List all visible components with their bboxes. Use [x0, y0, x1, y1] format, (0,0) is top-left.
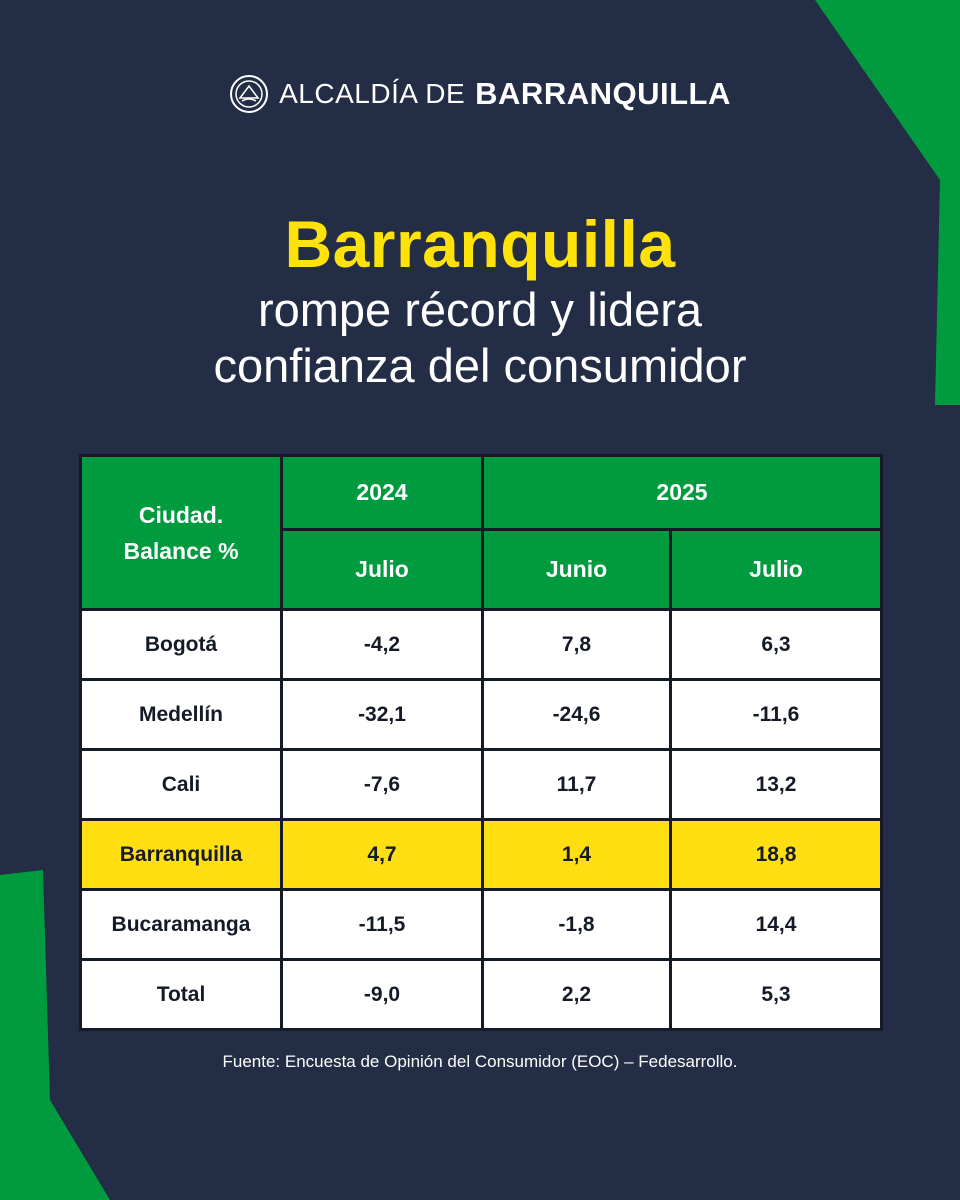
value-cell: 2,2 [481, 958, 672, 1031]
headline-line-3: confianza del consumidor [213, 339, 747, 392]
corner-header-line-1: Ciudad. [138, 501, 224, 528]
month-header: Junio [481, 528, 672, 611]
value-cell: -1,8 [481, 888, 672, 961]
value-cell: -11,6 [668, 678, 884, 751]
city-cell: Bucaramanga [79, 888, 283, 961]
value-cell: 13,2 [668, 748, 884, 821]
city-cell: Cali [79, 748, 283, 821]
consumer-confidence-table: Ciudad. Balance % 2024 2025 Julio Junio … [79, 454, 884, 1031]
corner-header-line-2: Balance % [123, 537, 239, 564]
value-cell: 6,3 [668, 608, 884, 681]
table-row: Cali -7,6 11,7 13,2 [79, 748, 884, 821]
value-cell: 14,4 [668, 888, 884, 961]
city-seal-icon [230, 75, 269, 113]
table-row-highlighted: Barranquilla 4,7 1,4 18,8 [79, 818, 884, 891]
table-row: Total -9,0 2,2 5,3 [79, 958, 884, 1031]
value-cell: 4,7 [280, 818, 484, 891]
source-note: Fuente: Encuesta de Opinión del Consumid… [222, 1052, 738, 1071]
headline-main: Barranquilla [284, 207, 676, 281]
month-header: Julio [668, 528, 884, 611]
top-right-green-shape [815, 0, 960, 405]
brand-name: BARRANQUILLA [475, 76, 731, 111]
value-cell: 1,4 [481, 818, 672, 891]
bottom-left-green-shape [0, 870, 110, 1200]
value-cell: 18,8 [668, 818, 884, 891]
brand-prefix: ALCALDÍA DE [279, 78, 466, 109]
month-header: Julio [280, 528, 484, 611]
table-row: Bucaramanga -11,5 -1,8 14,4 [79, 888, 884, 961]
value-cell: -11,5 [280, 888, 484, 961]
city-cell: Total [79, 958, 283, 1031]
value-cell: -32,1 [280, 678, 484, 751]
brand-header: ALCALDÍA DE BARRANQUILLA [0, 74, 960, 114]
value-cell: 11,7 [481, 748, 672, 821]
city-cell: Barranquilla [79, 818, 283, 891]
value-cell: 5,3 [668, 958, 884, 1031]
value-cell: -9,0 [280, 958, 484, 1031]
year-header-2025: 2025 [480, 454, 884, 531]
corner-header: Ciudad. Balance % [79, 454, 283, 611]
value-cell: -7,6 [280, 748, 484, 821]
table-row: Bogotá -4,2 7,8 6,3 [79, 608, 884, 681]
city-cell: Bogotá [79, 608, 283, 681]
year-header-2024: 2024 [280, 454, 484, 531]
value-cell: 7,8 [481, 608, 672, 681]
headline: Barranquilla rompe récord y lidera confi… [0, 206, 960, 394]
value-cell: -4,2 [280, 608, 484, 681]
headline-line-2: rompe récord y lidera [257, 283, 703, 336]
city-cell: Medellín [79, 678, 283, 751]
value-cell: -24,6 [481, 678, 672, 751]
table-row: Medellín -32,1 -24,6 -11,6 [79, 678, 884, 751]
